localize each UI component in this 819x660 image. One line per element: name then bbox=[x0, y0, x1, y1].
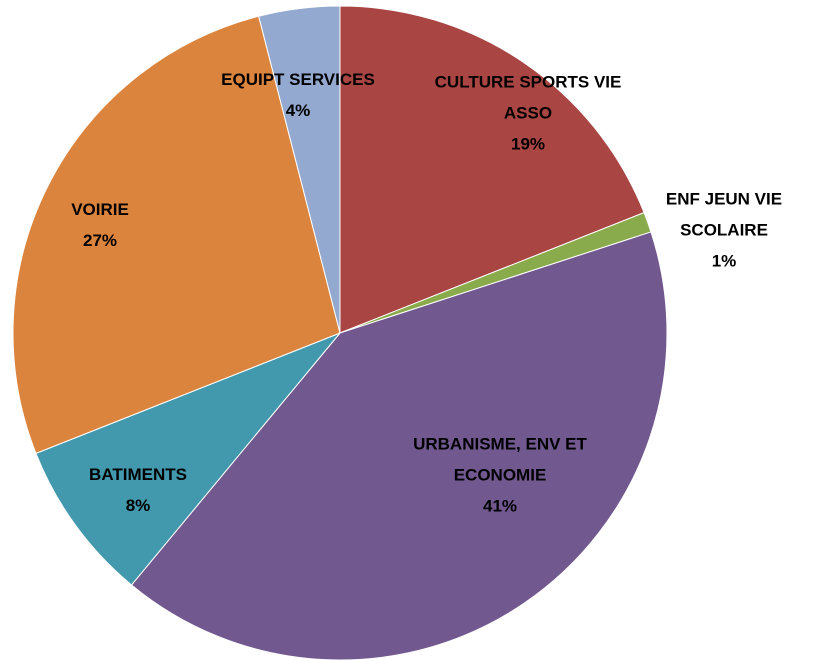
pie-slice bbox=[339, 5, 645, 334]
value-label: 27% bbox=[82, 231, 118, 250]
pie-slice bbox=[130, 231, 668, 660]
value-label: 41% bbox=[482, 496, 518, 516]
pie-slice bbox=[12, 15, 341, 455]
category-label: CULTURE SPORTS VIE ASSO bbox=[434, 72, 622, 123]
slice-label: EQUIPT SERVICES 4% bbox=[183, 64, 413, 126]
value-label: 19% bbox=[510, 134, 546, 154]
value-label: 8% bbox=[125, 496, 151, 515]
pie-slice bbox=[258, 5, 341, 334]
slice-label: VOIRIE 27% bbox=[40, 194, 160, 256]
value-label: 1% bbox=[711, 251, 737, 271]
pie-slice bbox=[35, 332, 341, 586]
slice-label: URBANISME, ENV ET ECONOMIE 41% bbox=[408, 429, 593, 522]
category-label: URBANISME, ENV ET ECONOMIE bbox=[413, 434, 587, 485]
category-label: ENF JEUN VIE SCOLAIRE bbox=[665, 189, 783, 240]
slice-label: BATIMENTS 8% bbox=[58, 459, 218, 521]
category-label: VOIRIE bbox=[71, 200, 129, 219]
category-label: EQUIPT SERVICES bbox=[221, 70, 375, 89]
slice-label: CULTURE SPORTS VIE ASSO 19% bbox=[428, 67, 628, 160]
category-label: BATIMENTS bbox=[89, 465, 187, 484]
slice-label: ENF JEUN VIE SCOLAIRE 1% bbox=[649, 184, 799, 277]
value-label: 4% bbox=[285, 101, 311, 120]
